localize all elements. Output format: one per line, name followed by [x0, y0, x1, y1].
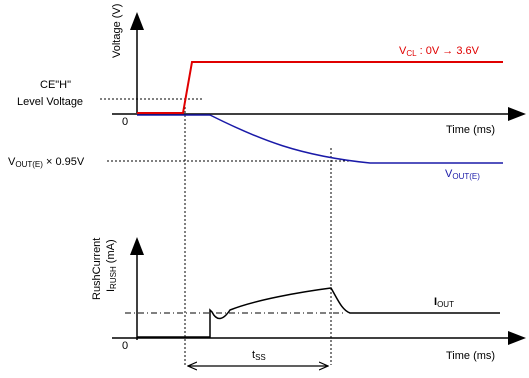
iout-label: IOUT	[434, 296, 454, 309]
vout-label: VOUT(E)	[445, 168, 480, 181]
bottom-x-axis-label: Time (ms)	[446, 350, 495, 362]
vcl-label: VCL : 0V → 3.6V	[399, 45, 480, 58]
ce-label-line1: CE"H"	[40, 79, 71, 91]
top-y-axis-label: Voltage (V)	[111, 4, 123, 58]
top-origin-label: 0	[122, 116, 128, 128]
vout95-label: VOUT(E) × 0.95V	[8, 156, 85, 169]
vcl-trace	[137, 61, 503, 114]
bottom-origin-label: 0	[122, 340, 128, 352]
top-x-axis-arrow	[508, 107, 526, 121]
vout-trace	[209, 114, 503, 164]
ce-label-line2: Level Voltage	[17, 96, 83, 108]
top-x-axis-label: Time (ms)	[446, 124, 495, 136]
rush-current-trace	[137, 287, 500, 338]
bottom-y-axis-label-1: RushCurrent	[91, 238, 103, 300]
top-y-axis-arrow	[130, 12, 144, 30]
bottom-y-axis-label-2: IRUSH (mA)	[105, 239, 118, 292]
bottom-y-axis-arrow	[130, 237, 144, 255]
tss-label: tSS	[252, 349, 266, 362]
bottom-x-axis-arrow	[508, 331, 526, 345]
